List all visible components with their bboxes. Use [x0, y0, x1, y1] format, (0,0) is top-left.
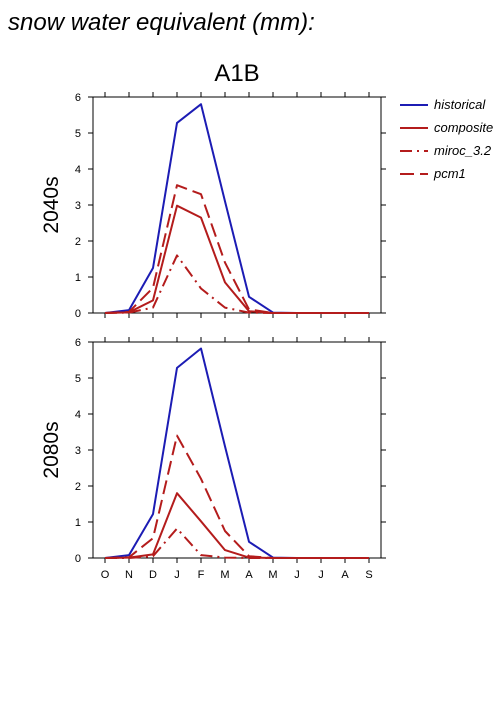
- panel-label: 2080s: [40, 421, 63, 478]
- x-tick-label: J: [174, 569, 180, 581]
- x-tick-label: N: [125, 569, 133, 581]
- series-line-miroc-3-2: [105, 527, 369, 559]
- legend-label: pcm1: [433, 166, 466, 181]
- y-tick-label: 5: [75, 373, 81, 385]
- y-tick-label: 0: [75, 553, 81, 565]
- series-line-pcm1: [104, 184, 369, 314]
- legend-label: composite: [434, 120, 493, 135]
- y-tick-label: 3: [75, 200, 81, 212]
- panel-2080s: 0 1 2 3 4 5 6 O N D J F M A M J J A S 2080s: [40, 337, 386, 581]
- y-tick-label: 6: [75, 337, 81, 349]
- plot-frame: [92, 341, 382, 559]
- y-tick-label: 0: [75, 308, 81, 320]
- series-line-historical: [104, 103, 369, 314]
- y-tick-label: 2: [75, 236, 81, 248]
- legend-label: miroc_3.2: [434, 143, 492, 158]
- y-tick-label: 2: [75, 481, 81, 493]
- x-tick-label: A: [341, 569, 349, 581]
- scenario-title: A1B: [214, 60, 259, 87]
- x-tick-label: J: [318, 569, 324, 581]
- x-tick-label: M: [268, 569, 277, 581]
- figure-title: snow water equivalent (mm):: [8, 9, 315, 36]
- legend-item-historical: historical: [400, 97, 486, 112]
- x-tick-label: A: [245, 569, 253, 581]
- x-tick-label: D: [149, 569, 157, 581]
- y-tick-label: 1: [75, 517, 81, 529]
- series-line-composite: [104, 492, 369, 559]
- legend-item-miroc-3-2: miroc_3.2: [400, 143, 492, 158]
- legend: historical composite miroc_3.2 pcm1: [400, 97, 493, 181]
- panel-label: 2040s: [40, 176, 63, 233]
- series-line-pcm1: [104, 434, 369, 559]
- x-tick-label: O: [101, 569, 110, 581]
- chart-panels: 0 1 2 3 4 5 6 2040s 0 1 2 3 4 5 6 O N D J F M A M J J A S 2080s: [40, 92, 386, 581]
- y-tick-label: 1: [75, 272, 81, 284]
- x-tick-label: F: [198, 569, 205, 581]
- legend-label: historical: [434, 97, 486, 112]
- y-tick-label: 4: [75, 409, 81, 421]
- y-tick-label: 6: [75, 92, 81, 104]
- series-line-historical: [104, 347, 369, 559]
- plot-frame: [92, 96, 382, 314]
- y-tick-label: 3: [75, 445, 81, 457]
- y-tick-label: 5: [75, 128, 81, 140]
- legend-item-composite: composite: [400, 120, 493, 135]
- y-tick-label: 4: [75, 164, 81, 176]
- x-tick-label: J: [294, 569, 300, 581]
- legend-item-pcm1: pcm1: [400, 166, 466, 181]
- panel-2040s: 0 1 2 3 4 5 6 2040s: [40, 92, 386, 320]
- x-tick-label: M: [220, 569, 229, 581]
- x-tick-label: S: [365, 569, 372, 581]
